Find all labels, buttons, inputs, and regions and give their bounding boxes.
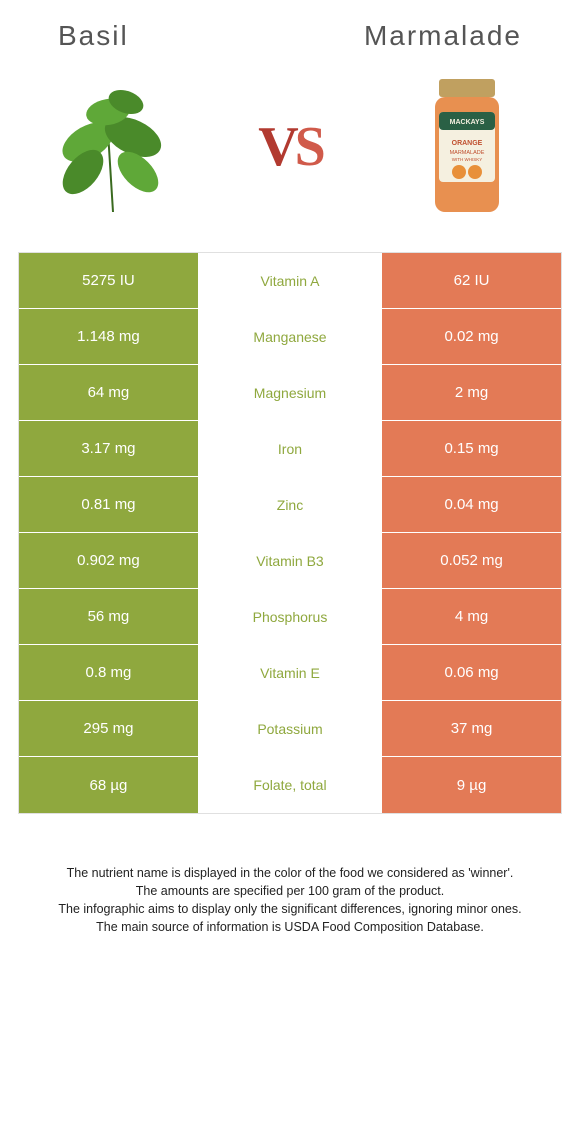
table-row: 56 mgPhosphorus4 mg — [19, 589, 561, 645]
table-row: 68 µgFolate, total9 µg — [19, 757, 561, 813]
left-value-cell: 0.902 mg — [19, 533, 198, 588]
nutrient-name-cell: Zinc — [198, 477, 382, 532]
right-value-cell: 37 mg — [382, 701, 561, 756]
nutrient-name-cell: Manganese — [198, 309, 382, 364]
basil-image — [38, 72, 188, 222]
left-value-cell: 5275 IU — [19, 253, 198, 308]
right-value-cell: 62 IU — [382, 253, 561, 308]
svg-text:MACKAYS: MACKAYS — [450, 119, 485, 126]
svg-text:ORANGE: ORANGE — [452, 140, 483, 147]
table-row: 5275 IUVitamin A62 IU — [19, 253, 561, 309]
left-value-cell: 0.81 mg — [19, 477, 198, 532]
right-value-cell: 2 mg — [382, 365, 561, 420]
right-value-cell: 0.15 mg — [382, 421, 561, 476]
images-row: VS MACKAYS ORANGE MARMALADE WITH WHISKY — [18, 62, 562, 252]
left-value-cell: 3.17 mg — [19, 421, 198, 476]
right-food-title: Marmalade — [364, 20, 522, 52]
marmalade-image: MACKAYS ORANGE MARMALADE WITH WHISKY — [392, 72, 542, 222]
footnote-line: The nutrient name is displayed in the co… — [28, 864, 552, 882]
nutrient-name-cell: Phosphorus — [198, 589, 382, 644]
left-value-cell: 68 µg — [19, 757, 198, 813]
right-value-cell: 9 µg — [382, 757, 561, 813]
svg-text:MARMALADE: MARMALADE — [450, 150, 485, 156]
table-row: 64 mgMagnesium2 mg — [19, 365, 561, 421]
nutrient-name-cell: Magnesium — [198, 365, 382, 420]
footnote-line: The infographic aims to display only the… — [28, 900, 552, 918]
table-row: 295 mgPotassium37 mg — [19, 701, 561, 757]
footnotes: The nutrient name is displayed in the co… — [18, 864, 562, 937]
nutrient-name-cell: Vitamin A — [198, 253, 382, 308]
table-row: 0.8 mgVitamin E0.06 mg — [19, 645, 561, 701]
left-value-cell: 64 mg — [19, 365, 198, 420]
table-row: 1.148 mgManganese0.02 mg — [19, 309, 561, 365]
footnote-line: The main source of information is USDA F… — [28, 918, 552, 936]
svg-text:WITH WHISKY: WITH WHISKY — [452, 157, 483, 162]
right-value-cell: 0.052 mg — [382, 533, 561, 588]
nutrient-name-cell: Vitamin B3 — [198, 533, 382, 588]
footnote-line: The amounts are specified per 100 gram o… — [28, 882, 552, 900]
vs-label: VS — [258, 115, 322, 179]
nutrient-table: 5275 IUVitamin A62 IU1.148 mgManganese0.… — [18, 252, 562, 814]
table-row: 3.17 mgIron0.15 mg — [19, 421, 561, 477]
left-value-cell: 295 mg — [19, 701, 198, 756]
nutrient-name-cell: Folate, total — [198, 757, 382, 813]
table-row: 0.902 mgVitamin B30.052 mg — [19, 533, 561, 589]
right-value-cell: 0.04 mg — [382, 477, 561, 532]
table-row: 0.81 mgZinc0.04 mg — [19, 477, 561, 533]
nutrient-name-cell: Potassium — [198, 701, 382, 756]
left-food-title: Basil — [58, 20, 129, 52]
left-value-cell: 56 mg — [19, 589, 198, 644]
nutrient-name-cell: Iron — [198, 421, 382, 476]
left-value-cell: 0.8 mg — [19, 645, 198, 700]
right-value-cell: 4 mg — [382, 589, 561, 644]
left-value-cell: 1.148 mg — [19, 309, 198, 364]
right-value-cell: 0.02 mg — [382, 309, 561, 364]
right-value-cell: 0.06 mg — [382, 645, 561, 700]
header: Basil Marmalade — [18, 20, 562, 62]
nutrient-name-cell: Vitamin E — [198, 645, 382, 700]
